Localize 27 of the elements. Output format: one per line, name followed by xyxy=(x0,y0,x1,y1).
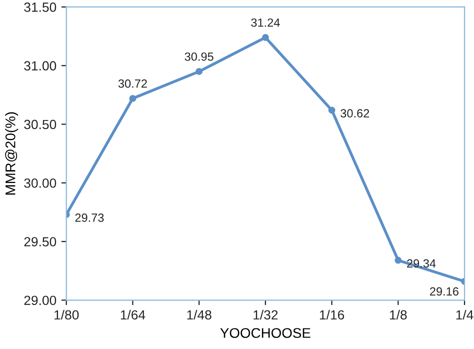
y-axis-title: MMR@20(%) xyxy=(5,112,18,195)
x-tick-label: 1/48 xyxy=(187,310,212,320)
point xyxy=(328,106,336,114)
point xyxy=(394,256,402,264)
x-tick-label: 1/32 xyxy=(254,310,278,320)
data-label: 29.34 xyxy=(407,259,436,268)
x-tick-label: 1/4 xyxy=(456,310,474,320)
point xyxy=(262,34,269,41)
data-label: 31.24 xyxy=(251,18,280,27)
y-tick-label: 29.00 xyxy=(24,296,56,306)
x-axis-title: YOOCHOOSE xyxy=(220,328,310,338)
y-tick-label: 31.50 xyxy=(24,2,56,12)
x-tick-label: 1/16 xyxy=(320,310,344,320)
x-tick-label: 1/80 xyxy=(54,310,79,320)
data-label: 29.16 xyxy=(430,287,458,296)
data-label: 30.72 xyxy=(118,79,147,88)
y-tick-label: 29.50 xyxy=(24,237,56,246)
data-label: 30.62 xyxy=(340,109,370,118)
y-tick-label: 30.00 xyxy=(24,178,56,188)
x-tick-label: 1/8 xyxy=(390,310,407,320)
x-tick-label: 1/64 xyxy=(120,310,146,320)
y-tick-label: 30.50 xyxy=(24,120,56,130)
data-label: 30.95 xyxy=(184,52,214,61)
y-tick-label: 31.00 xyxy=(24,61,56,71)
data-label: 29.73 xyxy=(75,214,104,222)
point xyxy=(129,94,136,102)
point xyxy=(196,68,203,75)
